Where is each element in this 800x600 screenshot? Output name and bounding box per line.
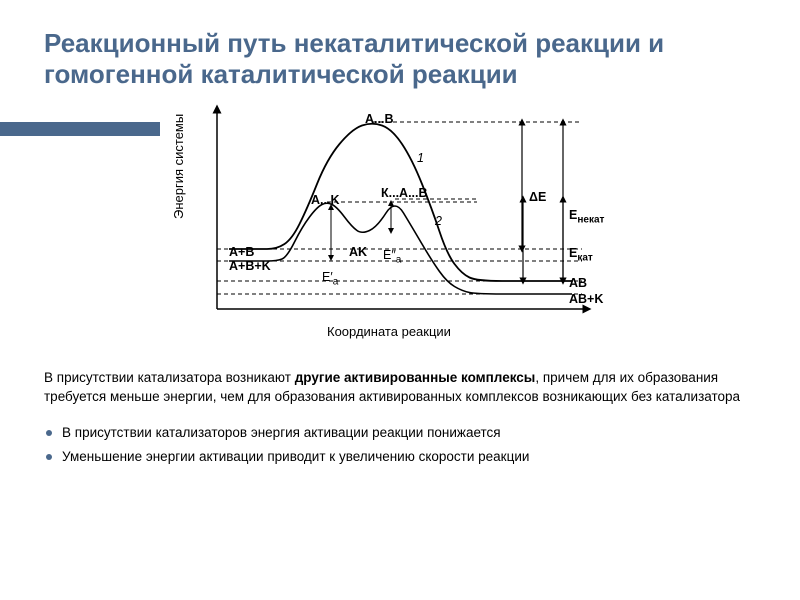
accent-bar	[0, 122, 160, 136]
chart-annotation: A...B	[365, 113, 393, 127]
chart-energy-label: ΔE	[529, 191, 546, 205]
y-axis-label: Энергия системы	[171, 114, 186, 219]
chart-annotation: AB+K	[569, 293, 603, 307]
energy-diagram: Энергия системы Координата реакции A...B…	[177, 99, 627, 349]
slide-title: Реакционный путь некаталитической реакци…	[44, 28, 760, 89]
chart-annotation: 1	[417, 152, 424, 166]
chart-annotation: AK	[349, 246, 367, 260]
chart-annotation: AB	[569, 277, 587, 291]
explanation-paragraph: В присутствии катализатора возникают дру…	[44, 369, 760, 405]
chart-ea-label: E″a	[383, 249, 401, 266]
slide: Реакционный путь некаталитической реакци…	[0, 0, 800, 600]
chart-annotation: A...K	[311, 194, 339, 208]
chart-annotation: A+B	[229, 246, 254, 260]
chart-energy-label: Eкат	[569, 247, 593, 264]
energy-diagram-svg	[177, 99, 627, 349]
x-axis-label: Координата реакции	[327, 324, 451, 339]
chart-annotation: A+B+K	[229, 260, 271, 274]
chart-ea-label: E′a	[322, 271, 338, 288]
bullet-list: В присутствии катализаторов энергия акти…	[44, 424, 760, 466]
chart-annotation: 2	[435, 215, 442, 229]
bullet-item: В присутствии катализаторов энергия акти…	[44, 424, 760, 442]
chart-annotation: К...A...B	[381, 187, 428, 201]
para-pre: В присутствии катализатора возникают	[44, 370, 295, 385]
bullet-item: Уменьшение энергии активации приводит к …	[44, 448, 760, 466]
chart-energy-label: Eнекат	[569, 209, 604, 226]
para-bold: другие активированные комплексы	[295, 370, 536, 385]
